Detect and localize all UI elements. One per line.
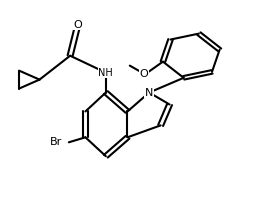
Text: Br: Br	[50, 137, 62, 147]
Text: NH: NH	[98, 68, 113, 78]
Text: O: O	[73, 20, 82, 30]
Text: N: N	[145, 88, 153, 98]
Text: O: O	[139, 69, 148, 79]
